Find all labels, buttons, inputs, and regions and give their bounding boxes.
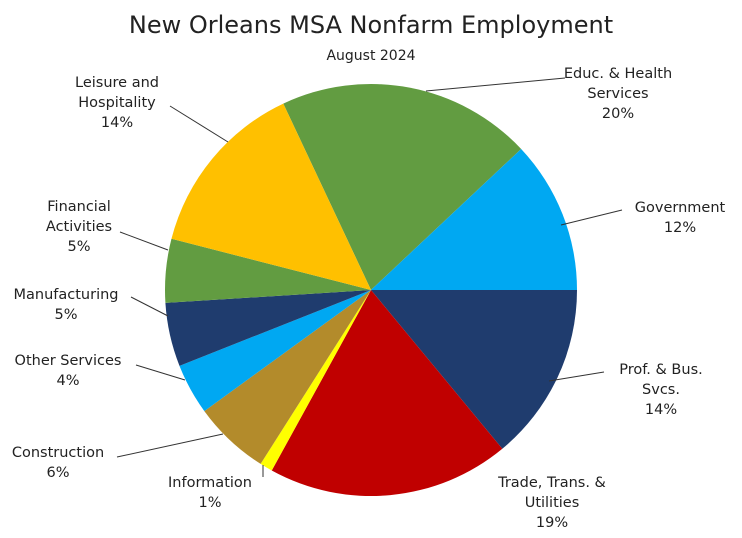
slice-labels: Educ. & Health Services 20% Government 12% Pr… [12,66,726,531]
slice-name-label: Hospitality [78,95,156,111]
leader-line [560,209,623,226]
pie-slice-manufacturing [165,290,371,366]
slice-label: Government 12% [635,200,726,236]
slice-percent-label: 12% [664,220,696,236]
pie-slice-other-services [179,290,371,412]
pie-slice-prof-bus-svcs [371,290,577,449]
slice-label: Leisure and Hospitality 14% [75,75,159,131]
slice-label: Trade, Trans. & Utilities 19% [497,475,606,531]
leader-line [130,296,169,317]
slice-label: Prof. & Bus. Svcs. 14% [619,362,703,418]
slice-label: Educ. & Health Services 20% [564,66,672,122]
leader-line [425,77,566,92]
leader-line [548,371,605,382]
slice-percent-label: 4% [56,373,79,389]
slice-label: Manufacturing 5% [14,287,119,323]
chart-subtitle: August 2024 [326,48,415,64]
slice-percent-label: 5% [67,239,90,255]
slice-name-label: Financial [47,199,111,215]
slice-name-label: Services [587,86,648,102]
slice-name-label: Utilities [525,495,580,511]
pie-slice-financial-activities [165,238,371,303]
pie-slice-government [371,148,577,290]
pie-slice-leisure-and-hospitality [171,103,371,290]
slice-name-label: Activities [46,219,112,235]
slice-name-label: Manufacturing [14,287,119,303]
slice-name-label: Government [635,200,726,216]
slice-label: Financial Activities 5% [46,199,112,255]
slice-percent-label: 19% [536,515,568,531]
slice-name-label: Educ. & Health [564,66,672,82]
slice-name-label: Leisure and [75,75,159,91]
slice-percent-label: 20% [602,106,634,122]
leader-line [169,105,229,143]
leader-line [116,433,224,458]
slice-name-label: Construction [12,445,104,461]
leader-lines [116,77,623,477]
slice-percent-label: 5% [54,307,77,323]
pie-slice-trade-trans-utilities [271,290,503,497]
slice-name-label: Trade, Trans. & [497,475,606,491]
slice-name-label: Svcs. [642,382,680,398]
slice-name-label: Other Services [15,353,122,369]
pie-slice-construction [204,290,371,464]
slice-percent-label: 14% [645,402,677,418]
chart-title: New Orleans MSA Nonfarm Employment [129,11,613,39]
pie-slice-educ-health-services [283,84,522,290]
slice-label: Information 1% [168,475,252,511]
slice-name-label: Information [168,475,252,491]
slice-percent-label: 1% [198,495,221,511]
slice-name-label: Prof. & Bus. [619,362,703,378]
pie-slices [165,84,577,497]
leader-line [135,364,186,381]
slice-percent-label: 6% [46,465,69,481]
slice-label: Construction 6% [12,445,104,481]
slice-label: Other Services 4% [15,353,122,389]
slice-percent-label: 14% [101,115,133,131]
leader-line [119,231,169,251]
pie-slice-information [260,290,371,471]
